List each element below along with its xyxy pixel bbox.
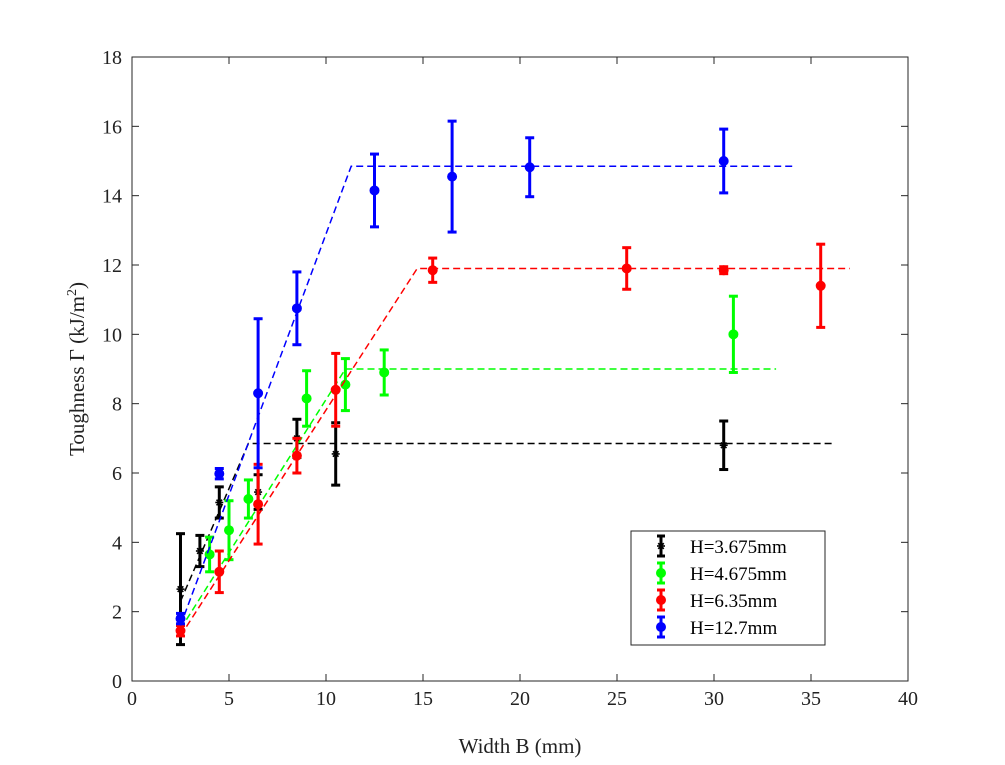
data-point: [369, 185, 380, 196]
ticks-layer: 0 5 10 15 20 25 30 35 40 0 2 4 6 8 10 12 14 16 18: [102, 47, 918, 710]
data-point: [728, 329, 739, 340]
y-axis-label: Toughness Γ (kJ/m2): [65, 282, 89, 456]
y-tick-label: 4: [112, 532, 122, 554]
data-point: [427, 265, 438, 276]
y-axis-label-close: ): [65, 282, 89, 289]
data-point: [621, 263, 632, 274]
x-tick-label: 0: [127, 688, 137, 710]
fit-line-h4675: [179, 368, 777, 630]
y-tick-label: 2: [112, 602, 122, 624]
legend-label-h3675: H=3.675mm: [690, 537, 787, 558]
data-point: [291, 450, 302, 461]
x-tick-label: 25: [607, 688, 627, 710]
legend-label-h635: H=6.35mm: [690, 591, 777, 612]
data-point: [447, 171, 458, 182]
data-point-stroke: [215, 499, 223, 506]
data-point: [214, 566, 225, 577]
x-tick-label: 15: [413, 688, 433, 710]
data-point: [253, 499, 264, 510]
data-point-stroke: [332, 450, 340, 458]
data-point: [243, 494, 254, 504]
data-point: [301, 393, 312, 404]
data-point: [291, 303, 302, 314]
y-tick-label: 8: [112, 394, 122, 416]
data-point: [215, 498, 224, 507]
legend: H=3.675mm H=4.675mm H=6.35mm H=12.7mm: [630, 530, 826, 646]
legend-label-h4675: H=4.675mm: [690, 564, 787, 585]
y-tick-label: 14: [102, 186, 122, 208]
x-tick-label: 40: [898, 688, 918, 710]
y-tick-label: 18: [102, 47, 122, 69]
legend-items: [656, 534, 666, 639]
data-point: [214, 468, 225, 479]
data-point: [330, 384, 341, 395]
data-point: [718, 156, 729, 166]
y-tick-label: 0: [112, 671, 122, 693]
data-point: [718, 265, 729, 276]
y-tick-label: 12: [102, 255, 122, 277]
legend-marker: [657, 542, 665, 550]
data-point: [379, 367, 390, 378]
y-axis-label-main: Toughness Γ (kJ/m: [65, 296, 89, 456]
legend-marker: [656, 568, 666, 578]
series-h127: [175, 119, 796, 626]
series-h4675: [179, 294, 777, 630]
y-axis-label-superscript: 2: [65, 289, 80, 296]
y-tick-label: 16: [102, 116, 122, 138]
series-h635: [175, 242, 850, 638]
y-tick-label: 10: [102, 324, 122, 346]
data-point: [175, 613, 186, 624]
data-point: [815, 280, 826, 291]
x-tick-label: 30: [704, 688, 724, 710]
legend-symbol: [656, 588, 666, 612]
data-point: [253, 388, 264, 399]
y-tick-label: 6: [112, 463, 122, 485]
data-point-stroke: [720, 441, 728, 449]
data-point-stroke: [177, 585, 184, 593]
legend-marker: [656, 595, 666, 605]
x-axis-label: Width B (mm): [459, 734, 582, 758]
legend-marker: [656, 622, 666, 632]
plot-layer: [175, 119, 850, 647]
data-point: [176, 585, 185, 594]
data-point: [524, 162, 535, 173]
fit-line-h127: [179, 165, 796, 626]
legend-symbol: [656, 561, 666, 585]
data-point: [719, 441, 728, 450]
legend-label-h127: H=12.7mm: [690, 618, 777, 639]
x-tick-label: 10: [316, 688, 336, 710]
data-point: [224, 525, 234, 536]
data-point: [175, 625, 186, 636]
data-point: [195, 547, 204, 555]
legend-symbol: [656, 615, 666, 639]
data-point: [331, 449, 340, 458]
legend-marker-stroke: [657, 542, 665, 550]
data-point-stroke: [196, 547, 204, 555]
legend-symbol: [657, 534, 665, 558]
x-tick-label: 35: [801, 688, 821, 710]
x-tick-label: 20: [510, 688, 530, 710]
x-tick-label: 5: [224, 688, 234, 710]
